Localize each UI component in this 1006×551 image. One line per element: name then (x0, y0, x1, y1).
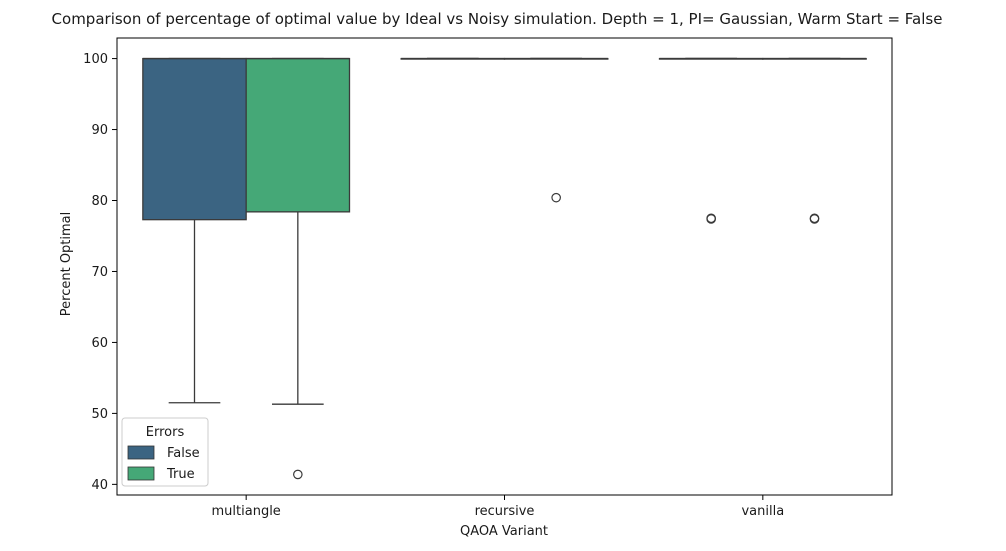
outlier-point (551, 192, 561, 203)
legend-title: Errors (146, 425, 185, 440)
box-recursive-false (400, 57, 506, 60)
box-vanilla-true (762, 57, 867, 224)
legend-label-true: True (166, 467, 195, 482)
box-multiangle-true (245, 57, 351, 480)
box-body (142, 57, 247, 221)
plot-area (142, 57, 867, 480)
outlier-point (809, 213, 820, 224)
box-body (245, 57, 351, 213)
box-recursive-true (503, 57, 609, 203)
outlier-point (706, 213, 716, 224)
x-tick-label: vanilla (741, 504, 784, 519)
y-tick-label: 50 (91, 407, 108, 422)
y-tick-label: 70 (91, 265, 108, 280)
chart-title: Comparison of percentage of optimal valu… (52, 10, 943, 28)
legend-swatch-true (127, 466, 155, 481)
legend-label-false: False (167, 446, 200, 461)
y-tick-label: 100 (83, 52, 108, 67)
x-axis-label: QAOA Variant (460, 524, 548, 539)
y-tick-label: 60 (91, 336, 108, 351)
y-tick-label: 80 (91, 194, 108, 209)
y-axis: 40 50 60 70 80 90 100 (83, 52, 117, 493)
x-axis: multiangle recursive vanilla (212, 495, 784, 519)
outlier-point (293, 469, 303, 480)
y-tick-label: 90 (91, 123, 108, 138)
legend: Errors False True (121, 417, 209, 487)
y-axis-label: Percent Optimal (59, 212, 74, 316)
x-tick-label: recursive (475, 504, 535, 519)
legend-swatch-false (127, 445, 155, 460)
y-tick-label: 40 (91, 478, 108, 493)
box-multiangle-false (142, 57, 247, 404)
x-tick-label: multiangle (212, 504, 281, 519)
